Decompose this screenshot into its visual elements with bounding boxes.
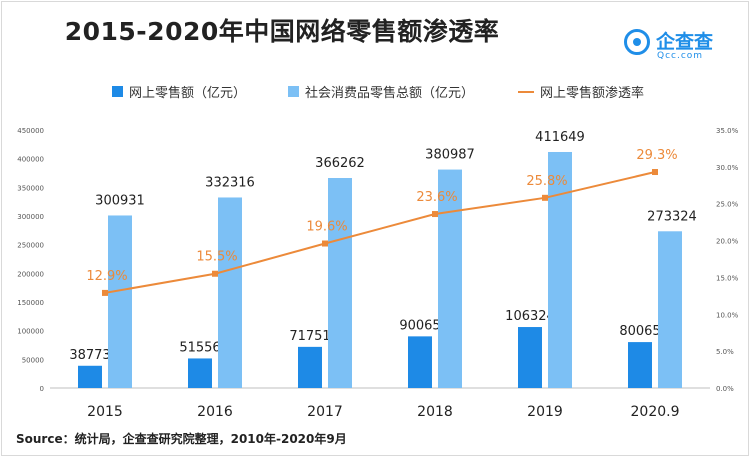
rate-label: 25.8% [526,174,567,189]
x-axis-tick-label: 2019 [527,404,563,420]
bar-total [658,231,682,388]
right-axis-tick-label: 10.0% [716,311,739,319]
bar-total-label: 380987 [425,148,475,163]
bar-total [548,151,572,388]
bar-online-label: 51556 [179,340,220,355]
logo-subtitle: Qcc.com [657,51,704,61]
bar-online-label: 38773 [69,348,110,363]
x-axis-tick-label: 2017 [307,404,343,420]
qcc-logo: 企查查 Qcc.com [624,27,736,67]
legend-item-rate: 网上零售额渗透率 [518,82,644,101]
left-axis-tick-label: 350000 [17,184,44,192]
right-axis-tick-label: 20.0% [716,238,739,246]
rate-line [104,171,656,294]
bar-online-label: 80065 [619,324,660,339]
x-axis-tick-label: 2016 [197,404,233,420]
rate-point [102,289,108,296]
left-axis-tick-label: 450000 [17,127,44,135]
left-axis-tick-label: 150000 [17,299,44,307]
bar-online [188,358,212,388]
rate-point [652,169,658,176]
legend-label-rate: 网上零售额渗透率 [540,86,645,101]
qcc-logo-icon [624,29,650,55]
right-axis-tick-label: 0.0% [716,385,734,393]
right-axis-tick-label: 35.0% [716,127,739,135]
bar-online [78,365,102,388]
rate-label: 23.6% [416,190,457,205]
rate-label: 15.5% [196,250,237,265]
bar-online [628,342,652,388]
legend-swatch-online [112,86,123,97]
bar-online [298,346,322,388]
bar-total-label: 366262 [315,156,365,171]
right-axis-tick-label: 25.0% [716,201,739,209]
rate-label: 29.3% [636,148,677,163]
x-axis-tick-label: 2020.9 [631,404,680,420]
legend-item-online: 网上零售额（亿元） [112,82,246,101]
bar-online [518,327,542,388]
bar-online [408,336,432,388]
bar-total [218,197,242,388]
source-note: Source：统计局，企查查研究院整理，2010年-2020年9月 [16,432,347,446]
left-axis-tick-label: 0 [40,385,44,393]
left-axis-tick-label: 400000 [17,156,44,164]
left-axis-tick-label: 100000 [17,328,44,336]
right-axis-tick-label: 15.0% [716,274,739,282]
rate-label: 19.6% [306,220,347,235]
rate-point [432,211,438,218]
left-axis-tick-label: 250000 [17,242,44,250]
legend-item-total: 社会消费品零售总额（亿元） [288,82,474,101]
x-axis-tick-label: 2018 [417,404,453,420]
legend: 网上零售额（亿元） 社会消费品零售总额（亿元） 网上零售额渗透率 [2,82,748,102]
chart-title: 2015-2020年中国网络零售额渗透率 [64,17,500,46]
bar-online-label: 106324 [505,309,555,324]
bar-total-label: 332316 [205,175,255,190]
bar-total [328,178,352,388]
left-axis-tick-label: 200000 [17,270,44,278]
right-axis-tick-label: 5.0% [716,348,734,356]
rate-point [212,270,218,277]
legend-label-online: 网上零售额（亿元） [129,86,247,101]
bar-total-label: 411649 [535,130,585,145]
legend-label-total: 社会消费品零售总额（亿元） [305,86,475,101]
bar-total-label: 300931 [95,193,145,208]
legend-swatch-total [288,86,299,97]
bar-total [438,169,462,388]
legend-swatch-rate [518,90,534,93]
logo-name: 企查查 [656,31,714,53]
rate-point [322,240,328,247]
rate-label: 12.9% [86,269,127,284]
left-axis-tick-label: 300000 [17,213,44,221]
rate-point [542,194,548,201]
bar-total-label: 273324 [647,209,697,224]
right-axis-tick-label: 30.0% [716,164,739,172]
bar-total [108,215,132,388]
left-axis-tick-label: 50000 [22,356,44,364]
bar-online-label: 71751 [289,329,330,344]
x-axis-tick-label: 2015 [87,404,123,420]
bar-online-label: 90065 [399,318,440,333]
